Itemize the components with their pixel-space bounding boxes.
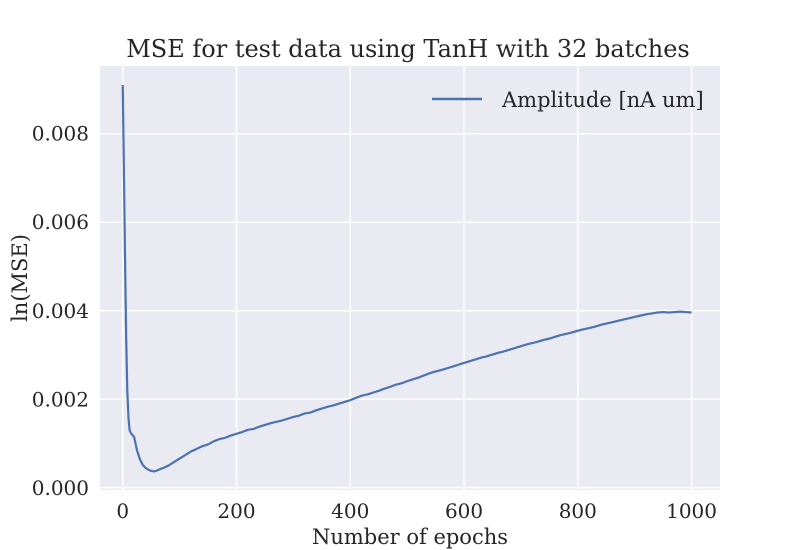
y-tick-label: 0.000 [32, 476, 89, 500]
y-tick-label: 0.002 [32, 387, 89, 411]
x-tick-label: 200 [217, 499, 255, 523]
grid [100, 66, 720, 490]
x-axis-label: Number of epochs [312, 525, 508, 549]
tick-labels: 0 200 400 600 800 1000 0.000 0.002 0.004 0.006 0.0… [32, 122, 717, 523]
series-line [121, 85, 692, 473]
plot-area [100, 66, 720, 490]
x-tick-label: 1000 [666, 499, 717, 523]
x-tick-label: 600 [445, 499, 483, 523]
y-tick-label: 0.006 [32, 210, 89, 234]
y-tick-label: 0.008 [32, 122, 89, 146]
legend: Amplitude [nA um] [432, 88, 704, 112]
x-tick-label: 800 [559, 499, 597, 523]
legend-label: Amplitude [nA um] [501, 88, 704, 112]
x-tick-label: 400 [331, 499, 369, 523]
x-tick-label: 0 [116, 499, 129, 523]
series-layer [121, 85, 692, 473]
chart-title: MSE for test data using TanH with 32 bat… [126, 35, 690, 63]
y-axis-label: ln(MSE) [8, 234, 32, 322]
y-tick-label: 0.004 [32, 299, 89, 323]
